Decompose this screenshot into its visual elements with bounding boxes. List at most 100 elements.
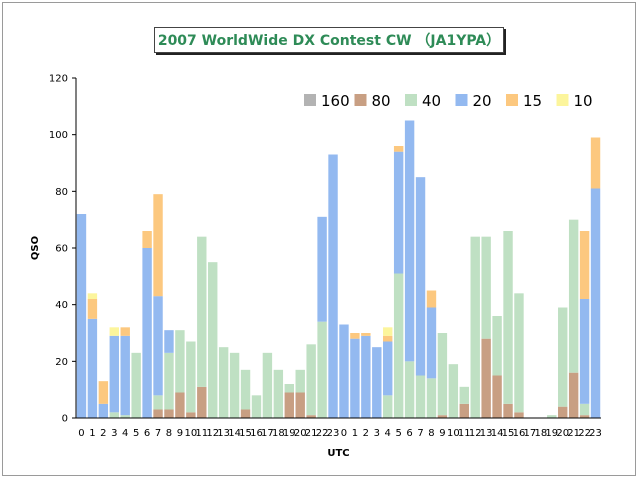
bar-segment-40-20 [295, 369, 305, 393]
legend-swatch-20 [455, 94, 468, 106]
x-tick-label-2: 2 [100, 428, 106, 439]
x-tick-label-30: 6 [406, 428, 412, 439]
bar-segment-80-46 [579, 415, 590, 418]
bar-segment-40-45 [568, 219, 579, 373]
bar-segment-40-46 [579, 403, 590, 416]
x-tick-label-1: 1 [89, 428, 95, 439]
bar-segment-80-9 [175, 392, 185, 418]
bar-segment-20-47 [590, 188, 601, 418]
bar-segment-15-26 [361, 333, 371, 336]
bar-segment-15-28 [383, 335, 393, 342]
x-tick-label-25: 1 [352, 428, 358, 439]
bar-segment-40-32 [426, 378, 437, 418]
bar-segment-20-2 [98, 403, 109, 418]
bar-segment-40-10 [186, 341, 196, 413]
y-tick-label-120: 120 [49, 74, 68, 85]
bar-segment-80-11 [197, 386, 207, 418]
bar-segment-20-24 [339, 324, 349, 418]
bar-segment-40-36 [470, 236, 480, 418]
x-tick-label-27: 3 [374, 428, 380, 439]
bar-segment-80-38 [492, 375, 502, 418]
bar-segment-80-7 [153, 409, 163, 418]
bar-segment-20-32 [426, 307, 437, 379]
chart-frame [2, 2, 636, 476]
bar-segment-40-29 [393, 273, 404, 418]
bar-segment-80-15 [240, 409, 251, 418]
legend-label-10: 10 [574, 92, 593, 110]
bar-segment-40-16 [251, 395, 262, 418]
bar-segment-15-46 [579, 231, 590, 299]
bar-segment-80-44 [558, 406, 568, 418]
x-tick-label-44: 20 [556, 428, 569, 439]
bar-segment-80-33 [437, 415, 448, 418]
x-tick-label-20: 20 [294, 428, 307, 439]
x-tick-label-41: 17 [524, 428, 537, 439]
y-tick-label-100: 100 [49, 130, 68, 141]
bar-segment-15-4 [120, 327, 130, 336]
bar-segment-40-13 [218, 347, 229, 418]
x-tick-label-17: 17 [261, 428, 274, 439]
bar-segment-20-23 [328, 154, 338, 418]
x-tick-label-8: 8 [166, 428, 172, 439]
bar-segment-40-7 [153, 395, 163, 410]
bar-segment-40-11 [197, 236, 207, 387]
bar-segment-40-8 [164, 352, 174, 410]
x-tick-label-11: 11 [195, 428, 208, 439]
bar-segment-10-1 [87, 293, 98, 299]
bar-segment-80-10 [186, 412, 196, 418]
bar-segment-40-15 [240, 369, 251, 410]
x-tick-label-4: 4 [122, 428, 128, 439]
x-tick-label-22: 22 [316, 428, 329, 439]
bar-segment-40-39 [503, 231, 513, 404]
x-tick-label-42: 18 [534, 428, 547, 439]
bar-segment-40-21 [306, 344, 316, 416]
x-tick-label-5: 5 [133, 428, 139, 439]
bar-segment-15-7 [153, 194, 163, 297]
bar-segment-20-28 [383, 341, 393, 396]
x-tick-label-32: 8 [428, 428, 434, 439]
legend-swatch-80 [354, 94, 367, 106]
y-tick-label-20: 20 [55, 357, 68, 368]
bar-segment-40-38 [492, 316, 502, 376]
y-tick-label-80: 80 [55, 187, 68, 198]
legend-swatch-160 [304, 94, 316, 106]
bar-segment-20-26 [361, 335, 371, 418]
bar-segment-10-3 [109, 327, 119, 336]
y-tick-label-60: 60 [55, 244, 68, 255]
x-tick-label-40: 16 [513, 428, 526, 439]
bar-segment-15-1 [87, 299, 98, 319]
x-tick-label-43: 19 [545, 428, 558, 439]
x-tick-label-21: 21 [305, 428, 318, 439]
bar-segment-40-44 [558, 307, 568, 407]
bar-segment-80-39 [503, 403, 513, 418]
y-tick-label-40: 40 [55, 300, 68, 311]
y-ticks-group: 0 20 40 60 80 100 120 [49, 74, 76, 425]
x-tick-label-24: 0 [341, 428, 347, 439]
legend-label-20: 20 [473, 92, 492, 110]
bar-segment-80-40 [514, 412, 524, 418]
legend-swatch-40 [405, 94, 417, 106]
x-tick-label-34: 10 [447, 428, 460, 439]
bar-segment-20-1 [87, 318, 98, 418]
bar-segment-40-12 [208, 262, 218, 418]
bar-segment-20-7 [153, 296, 163, 396]
legend-label-40: 40 [422, 92, 441, 110]
bar-segment-20-27 [372, 347, 382, 418]
x-tick-label-7: 7 [155, 428, 161, 439]
chart-title: 2007 WorldWide DX Contest CW （JA1YPA） [157, 33, 501, 49]
bar-segment-15-2 [98, 381, 109, 404]
legend-label-160: 160 [321, 92, 350, 110]
bar-segment-80-37 [481, 338, 491, 418]
bar-segment-20-4 [120, 335, 130, 416]
x-tick-label-46: 22 [578, 428, 591, 439]
legend-label-80: 80 [372, 92, 391, 110]
bar-segment-80-35 [459, 403, 469, 418]
x-tick-label-3: 3 [111, 428, 117, 439]
y-tick-label-0: 0 [62, 414, 68, 425]
bar-segment-80-19 [284, 392, 294, 418]
bar-segment-40-9 [175, 330, 185, 393]
bar-segment-15-32 [426, 290, 437, 308]
legend-swatch-15 [506, 94, 518, 106]
